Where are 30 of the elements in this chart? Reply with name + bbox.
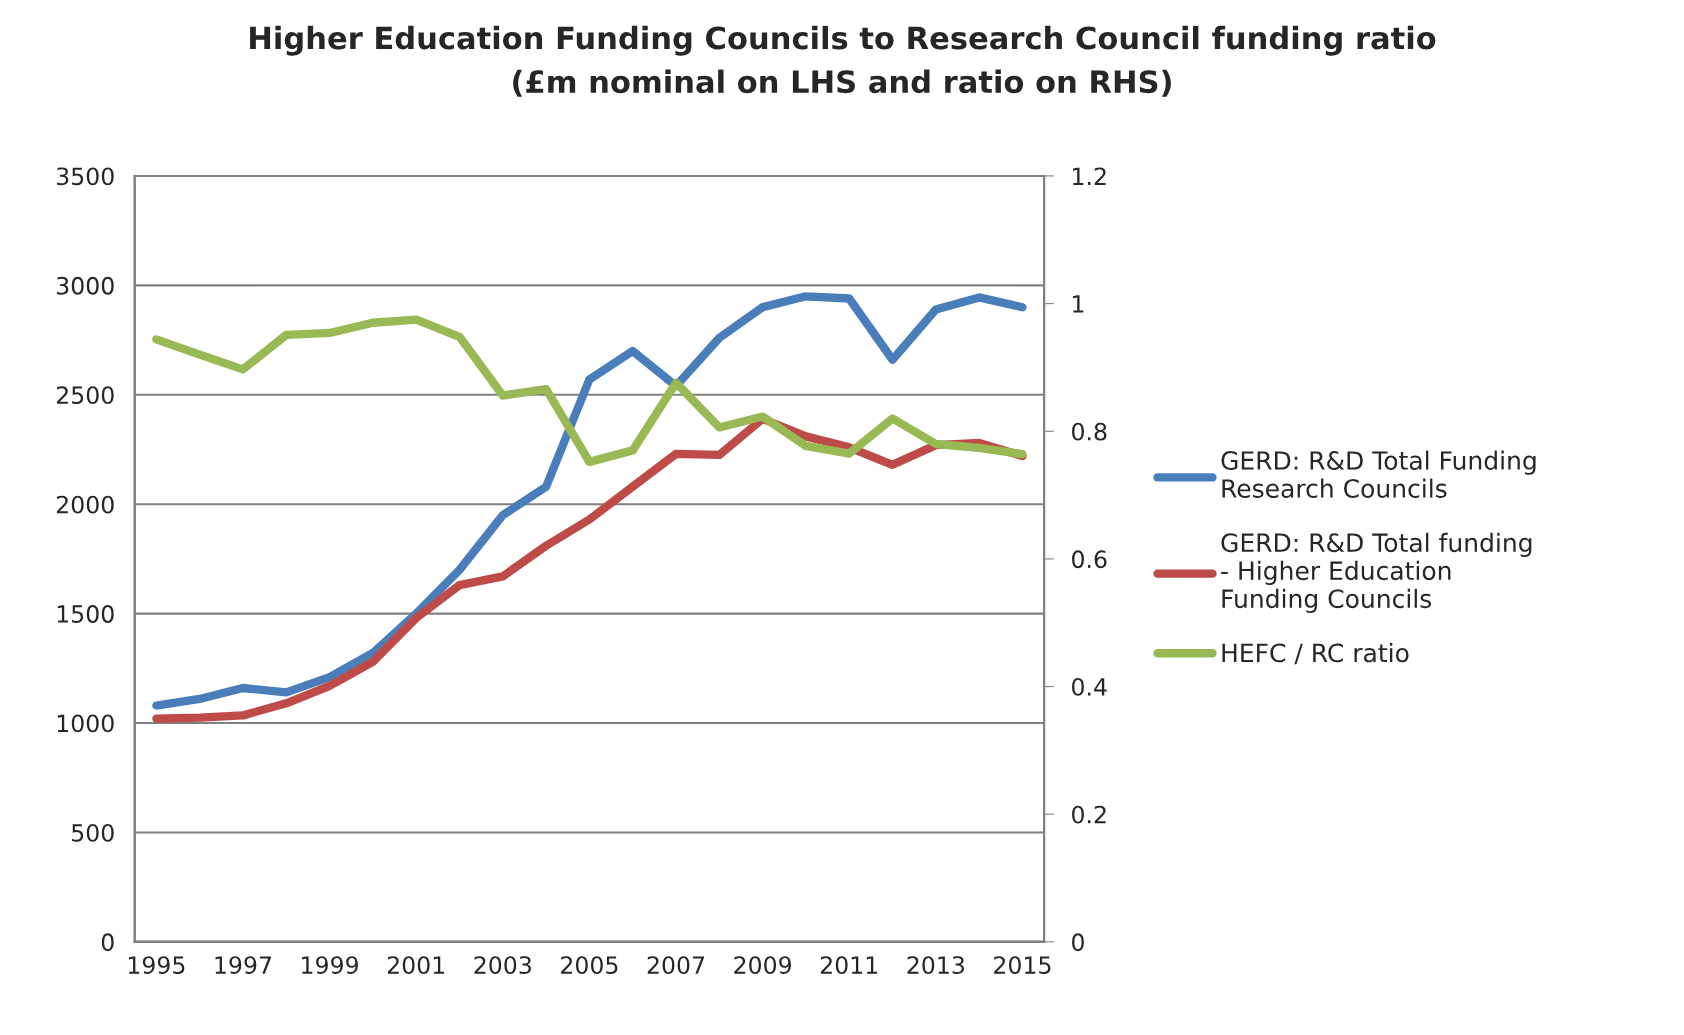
y-tick-label: 0	[101, 933, 114, 952]
y2-tick-label: 0.4	[1072, 678, 1107, 696]
y-tick-label: 1000	[57, 714, 114, 733]
y2-tick-label: 1.2	[1073, 167, 1106, 185]
y-tick-label: 3000	[56, 276, 114, 295]
y2-tick-label: 0.8	[1072, 422, 1107, 441]
y2-tick-label: 0.2	[1072, 805, 1106, 824]
legend-label: HEFC / RC ratio	[1222, 642, 1409, 665]
x-tick-label: 2003	[474, 956, 531, 975]
y-tick-label: 3500	[56, 167, 114, 186]
y2-tick-label: 0	[1072, 933, 1084, 952]
legend-label: GERD: R&D Total Funding Research Councils	[1221, 450, 1536, 498]
x-tick-label: 2009	[734, 956, 791, 975]
legend-label: GERD: R&D Total funding - Higher Education Funding Councils	[1221, 532, 1532, 613]
chart-title: Higher Education Funding Councils to Research Council funding ratio (£m nominal on LHS and ratio on RHS)	[250, 25, 1436, 97]
x-tick-label: 2015	[994, 956, 1051, 975]
x-tick-label: 2007	[647, 956, 705, 975]
x-tick-label: 1999	[302, 956, 358, 975]
x-tick-label: 1997	[215, 956, 271, 975]
y-tick-label: 500	[72, 823, 114, 842]
y-tick-label: 1500	[57, 605, 114, 623]
x-tick-label: 2013	[907, 956, 964, 975]
y-tick-label: 2500	[56, 386, 114, 405]
x-tick-label: 1995	[128, 956, 185, 975]
x-tick-label: 2001	[387, 956, 445, 975]
y2-tick-label: 0.6	[1072, 550, 1107, 569]
x-tick-label: 2005	[561, 956, 618, 975]
x-tick-label: 2011	[820, 956, 878, 975]
y-tick-label: 2000	[56, 495, 114, 514]
y2-tick-label: 1	[1073, 295, 1084, 313]
